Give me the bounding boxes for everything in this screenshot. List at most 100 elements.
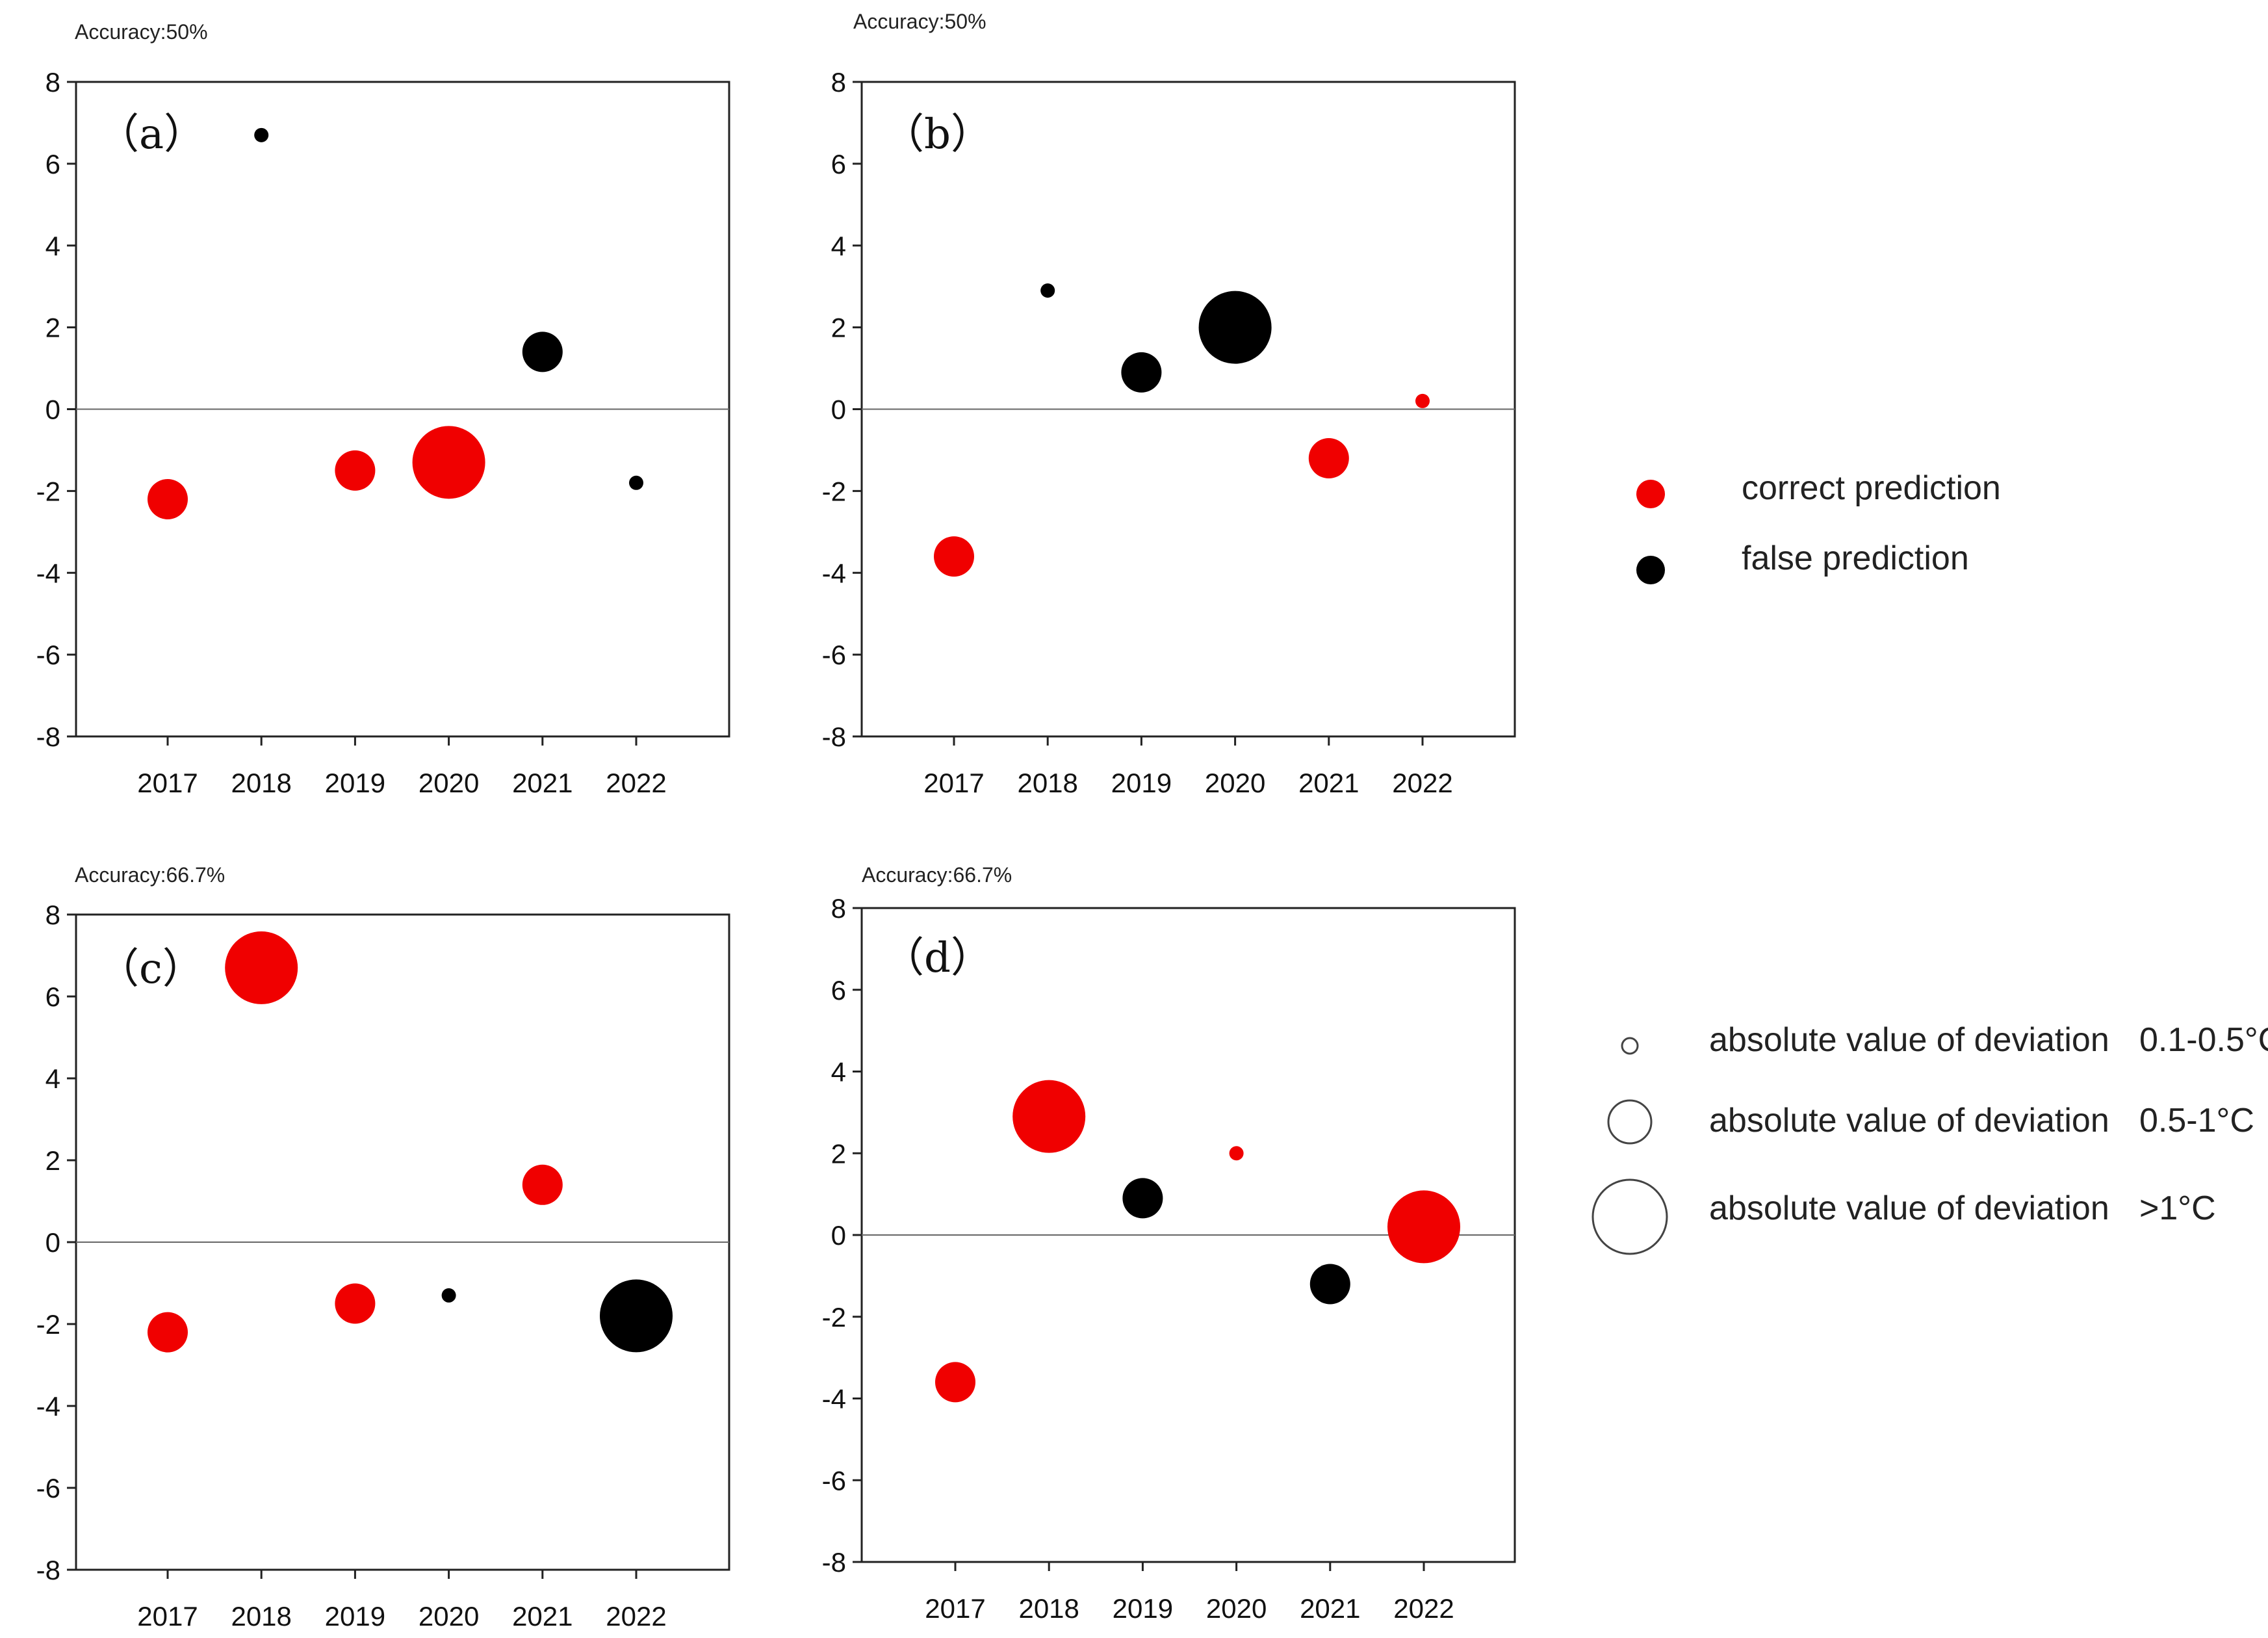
y-tick-label: -2: [36, 476, 60, 506]
size-small-swatch: [1621, 1037, 1639, 1055]
panel-label: （c）: [97, 945, 204, 993]
y-tick-label: 2: [45, 313, 60, 343]
size-medium-swatch: [1607, 1099, 1653, 1145]
y-tick-label: -6: [822, 1465, 846, 1496]
y-tick-label: 0: [831, 1220, 846, 1251]
accuracy-label: Accuracy:50%: [853, 10, 986, 33]
y-tick-label: -2: [822, 476, 846, 506]
data-point-2022: [1415, 393, 1430, 408]
size-large-swatch: [1591, 1178, 1668, 1255]
size-medium-range: 0.5-1°C: [2139, 1102, 2254, 1139]
x-tick-label: 2021: [1300, 1593, 1360, 1624]
y-tick-label: -6: [822, 640, 846, 670]
data-point-2019: [335, 1283, 376, 1324]
data-point-2019: [1122, 1178, 1163, 1219]
y-tick-label: 6: [831, 149, 846, 179]
x-tick-label: 2020: [419, 768, 479, 798]
size-medium-label: absolute value of deviation: [1709, 1102, 2109, 1139]
panel-c: Accuracy:66.7% （c） 8 6 4 2 0 -2 -4 -6 -8 2017 2018…: [36, 863, 730, 1632]
data-point-2018: [1012, 1080, 1086, 1153]
y-tick-label: 6: [45, 149, 60, 179]
x-tick-label: 2020: [419, 1601, 479, 1632]
data-point-2017: [934, 536, 974, 577]
size-small-range: 0.1-0.5°C: [2139, 1021, 2268, 1059]
y-tick-label: 6: [45, 982, 60, 1012]
x-tick-label: 2021: [512, 768, 573, 798]
panel-label: （b）: [883, 110, 992, 159]
data-point-2020: [1198, 291, 1272, 364]
y-tick-label: 4: [831, 1057, 846, 1087]
data-point-2018: [1040, 283, 1055, 298]
size-large-label: absolute value of deviation: [1709, 1190, 2109, 1227]
x-tick-label: 2019: [1113, 1593, 1173, 1624]
y-tick-label: 2: [831, 313, 846, 343]
y-tick-label: -8: [36, 722, 60, 752]
x-tick-label: 2022: [606, 1601, 666, 1632]
y-tick-label: 2: [45, 1145, 60, 1176]
x-tick-label: 2018: [1017, 768, 1077, 798]
data-point-2018: [225, 931, 298, 1004]
data-point-2022: [600, 1279, 673, 1353]
false-prediction-label: false prediction: [1742, 540, 1969, 577]
y-tick-label: -4: [822, 558, 846, 588]
data-point-2021: [1308, 438, 1349, 479]
x-tick-label: 2022: [606, 768, 666, 798]
y-tick-label: -2: [36, 1309, 60, 1340]
y-tick-label: -8: [36, 1555, 60, 1585]
data-point-2022: [1387, 1190, 1460, 1264]
y-tick-label: 0: [45, 395, 60, 425]
data-point-2021: [522, 1164, 563, 1205]
x-tick-label: 2021: [1298, 768, 1359, 798]
panel-label: （d）: [883, 934, 992, 982]
accuracy-label: Accuracy:66.7%: [75, 863, 225, 887]
y-tick-label: -4: [36, 1391, 60, 1422]
y-tick-label: 8: [831, 893, 846, 924]
correct-prediction-label: correct prediction: [1742, 469, 2001, 507]
x-tick-label: 2018: [1018, 1593, 1079, 1624]
data-point-2021: [522, 332, 563, 372]
x-tick-label: 2017: [137, 768, 198, 798]
size-large-range: >1°C: [2139, 1190, 2216, 1227]
x-tick-label: 2020: [1205, 768, 1265, 798]
data-point-2018: [254, 127, 269, 142]
x-tick-label: 2022: [1392, 768, 1452, 798]
x-tick-label: 2017: [925, 1593, 985, 1624]
x-tick-label: 2018: [231, 1601, 291, 1632]
accuracy-label: Accuracy:66.7%: [862, 863, 1012, 887]
y-tick-label: 0: [45, 1227, 60, 1258]
data-point-2020: [412, 426, 485, 499]
data-point-2017: [935, 1362, 975, 1403]
x-tick-label: 2017: [137, 1601, 198, 1632]
x-tick-label: 2019: [1111, 768, 1172, 798]
x-tick-label: 2019: [325, 768, 385, 798]
y-tick-label: -8: [822, 1547, 846, 1578]
x-tick-label: 2022: [1393, 1593, 1454, 1624]
y-tick-label: -6: [36, 640, 60, 670]
x-tick-label: 2021: [512, 1601, 573, 1632]
data-point-2020: [1229, 1146, 1244, 1161]
accuracy-label: Accuracy:50%: [75, 20, 208, 44]
panel-b: Accuracy:50% （b） 8 6 4 2 0 -2 -4 -6 -8 2017 2018 20…: [822, 10, 1516, 798]
y-tick-label: 8: [45, 900, 60, 930]
y-tick-label: 8: [45, 67, 60, 98]
panel-a: Accuracy:50% （a） 8 6 4 2 0 -2 -4 -6 -8 2017 2018 20…: [36, 20, 730, 798]
y-tick-label: 4: [45, 1063, 60, 1094]
y-tick-label: 8: [831, 67, 846, 98]
size-small-label: absolute value of deviation: [1709, 1021, 2109, 1059]
x-tick-label: 2017: [923, 768, 984, 798]
size-legend: absolute value of deviation 0.1-0.5°C ab…: [1591, 1021, 2268, 1255]
y-tick-label: 6: [831, 975, 846, 1006]
y-tick-label: 4: [831, 231, 846, 261]
false-prediction-swatch: [1636, 556, 1665, 584]
y-tick-label: -4: [36, 558, 60, 588]
prediction-legend: correct prediction false prediction: [1636, 469, 2001, 584]
y-tick-label: -8: [822, 722, 846, 752]
data-point-2017: [148, 478, 188, 519]
panel-label: （a）: [97, 110, 205, 159]
y-tick-label: -4: [822, 1384, 846, 1414]
y-tick-label: -2: [822, 1302, 846, 1332]
y-tick-label: -6: [36, 1473, 60, 1503]
data-point-2019: [335, 450, 376, 491]
y-tick-label: 2: [831, 1138, 846, 1169]
